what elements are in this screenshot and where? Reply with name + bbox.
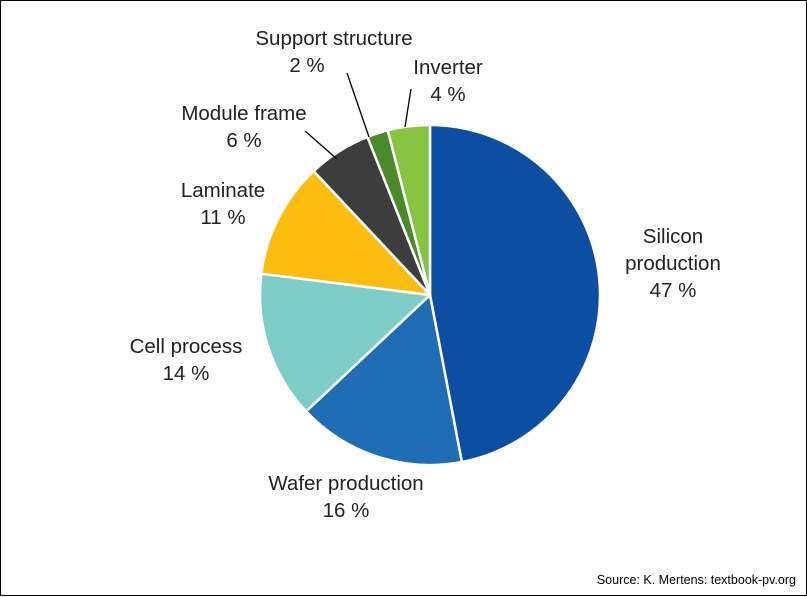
slice-name-label: Silicon: [643, 225, 703, 248]
slice-name-label: Module frame: [181, 102, 306, 125]
slice-name-label: Wafer production: [268, 472, 423, 495]
pie-slices: [258, 123, 602, 467]
slice-label: Wafer production 16 %: [268, 472, 423, 522]
slice-label: Cell process 14 %: [130, 335, 243, 385]
slice-value-label: 14 %: [163, 362, 210, 385]
slice-label: Module frame 6 %: [181, 102, 306, 152]
slice-label: Inverter 4 %: [413, 56, 483, 106]
slice-labels: Silicon production 47 % Wafer production 16 …: [130, 27, 721, 522]
leader-line: [346, 72, 370, 138]
slice-name-label: Inverter: [413, 56, 483, 79]
slice-value-label: 2 %: [289, 54, 324, 77]
pie-slice-wafer-production: [304, 293, 464, 467]
slice-name-label: production: [625, 252, 721, 275]
pie-slice-silicon-production: [428, 123, 602, 464]
slice-label: Laminate 11 %: [181, 179, 265, 229]
pie-slice-inverter: [386, 123, 432, 297]
leader-line: [304, 130, 338, 160]
leader-line: [404, 88, 412, 128]
slice-label: Support structure 2 %: [255, 27, 412, 77]
slice-value-label: 16 %: [323, 499, 370, 522]
slice-value-label: 11 %: [200, 206, 245, 229]
pie-slice-laminate: [260, 169, 432, 297]
source-note: Source: K. Mertens: textbook-pv.org: [596, 573, 796, 587]
slice-value-label: 47 %: [650, 279, 697, 302]
slice-label: Silicon production 47 %: [625, 225, 721, 302]
slice-value-label: 4 %: [430, 83, 465, 106]
slice-name-label: Support structure: [255, 27, 412, 50]
slice-name-label: Laminate: [181, 179, 265, 202]
leader-lines: [304, 72, 412, 160]
slice-value-label: 6 %: [226, 129, 261, 152]
slice-name-label: Cell process: [130, 335, 243, 358]
pie-slice-cell-process: [258, 272, 432, 413]
